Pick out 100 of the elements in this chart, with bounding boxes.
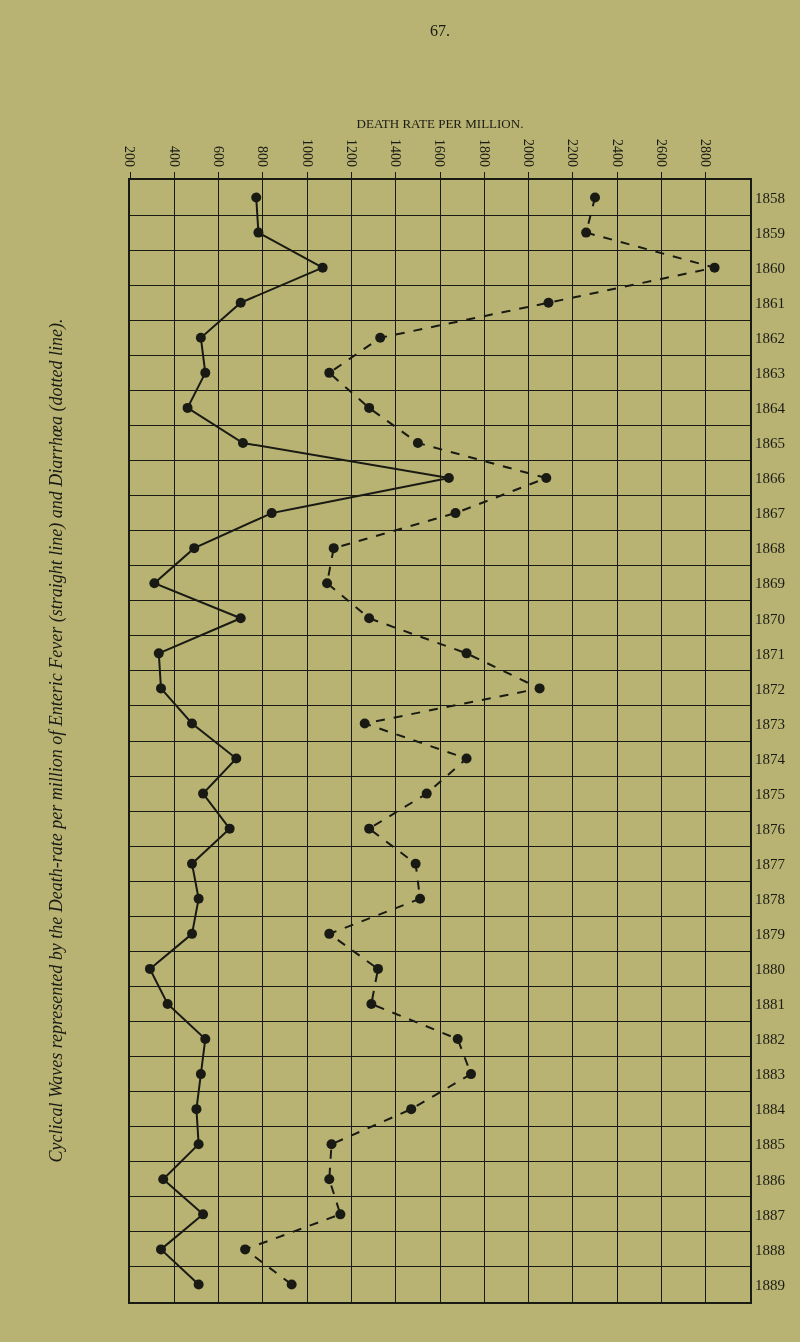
text: Cyclical Waves represented by the Death-rate per million of Enteric Fever (straight line) and Diarrhœa (dotted line). xyxy=(45,318,67,1163)
point xyxy=(328,543,339,554)
point xyxy=(193,1139,204,1150)
x-tick-label: 1200 xyxy=(343,139,359,168)
point xyxy=(541,473,552,484)
y-tick-label: 1872 xyxy=(755,680,785,697)
point xyxy=(421,788,432,799)
point xyxy=(189,543,200,554)
y-tick-label: 1886 xyxy=(755,1171,786,1188)
y-tick-label: 1880 xyxy=(755,961,785,978)
point xyxy=(182,402,193,413)
point xyxy=(237,437,248,448)
point xyxy=(450,508,461,519)
point xyxy=(191,1104,202,1115)
y-tick-label: 1863 xyxy=(755,365,785,382)
y-tick-label: 1888 xyxy=(755,1241,785,1258)
point xyxy=(193,1279,204,1290)
y-tick-label: 1871 xyxy=(755,645,785,662)
point xyxy=(415,893,426,904)
point xyxy=(364,613,375,624)
point xyxy=(153,648,164,659)
x-tick-label: 2000 xyxy=(521,139,537,168)
x-tick-label: 800 xyxy=(255,146,271,168)
point xyxy=(317,262,328,273)
y-tick-label: 1870 xyxy=(755,610,785,627)
point xyxy=(193,893,204,904)
x-tick-label: 1800 xyxy=(476,139,492,168)
point xyxy=(324,928,335,939)
point xyxy=(156,1244,166,1255)
point xyxy=(224,823,235,834)
point xyxy=(158,1174,169,1185)
y-tick-label: 1887 xyxy=(755,1206,786,1223)
y-tick-label: 1879 xyxy=(755,926,785,943)
y-tick-label: 1874 xyxy=(755,750,786,767)
x-axis-title: DEATH RATE PER MILLION. xyxy=(356,115,524,131)
point xyxy=(373,963,383,974)
y-tick-label: 1882 xyxy=(755,1031,785,1048)
point xyxy=(364,402,375,413)
point xyxy=(543,297,554,308)
point xyxy=(443,473,454,484)
point xyxy=(410,858,421,869)
y-tick-label: 1876 xyxy=(755,820,786,837)
x-tick-label: 1000 xyxy=(299,139,315,168)
x-tick-label: 2800 xyxy=(698,139,714,168)
point xyxy=(466,1069,476,1080)
x-tick-label: 400 xyxy=(166,146,182,168)
y-tick-label: 1861 xyxy=(755,294,785,311)
point xyxy=(235,297,246,308)
y-tick-label: 1881 xyxy=(755,996,785,1013)
point xyxy=(286,1279,297,1290)
point xyxy=(324,367,335,378)
point xyxy=(187,858,197,869)
point xyxy=(461,753,472,764)
point xyxy=(322,578,333,589)
y-tick-label: 1858 xyxy=(755,189,785,206)
point xyxy=(187,718,197,729)
y-tick-label: 1865 xyxy=(755,435,785,452)
point xyxy=(375,332,386,343)
point xyxy=(364,823,375,834)
point xyxy=(240,1244,251,1255)
point xyxy=(412,437,423,448)
point xyxy=(452,1034,463,1045)
y-tick-label: 1873 xyxy=(755,715,785,732)
point xyxy=(335,1209,346,1220)
y-tick-label: 1864 xyxy=(755,400,786,417)
point xyxy=(144,963,155,974)
point xyxy=(200,367,211,378)
y-tick-label: 1868 xyxy=(755,540,785,557)
point xyxy=(195,332,206,343)
x-tick-label: 1600 xyxy=(432,139,448,168)
point xyxy=(534,683,545,694)
y-tick-label: 1875 xyxy=(755,785,785,802)
point xyxy=(461,648,472,659)
point xyxy=(156,683,166,694)
point xyxy=(406,1104,417,1115)
y-tick-label: 1867 xyxy=(755,505,786,522)
text: 67. xyxy=(430,22,450,39)
point xyxy=(149,578,160,589)
point xyxy=(366,998,377,1009)
x-tick-label: 1400 xyxy=(388,139,404,168)
point xyxy=(198,1209,209,1220)
x-tick-label: 200 xyxy=(122,146,138,168)
point xyxy=(253,227,264,238)
y-tick-label: 1884 xyxy=(755,1101,786,1118)
point xyxy=(200,1034,211,1045)
x-tick-label: 2600 xyxy=(653,139,669,168)
point xyxy=(235,613,246,624)
point xyxy=(198,788,209,799)
point xyxy=(231,753,242,764)
y-tick-label: 1866 xyxy=(755,470,786,487)
y-tick-label: 1860 xyxy=(755,259,785,276)
point xyxy=(195,1069,206,1080)
point xyxy=(187,928,197,939)
point xyxy=(162,998,173,1009)
point xyxy=(324,1174,335,1185)
x-tick-label: 2200 xyxy=(565,139,581,168)
point xyxy=(581,227,592,238)
y-tick-label: 1859 xyxy=(755,224,785,241)
y-tick-label: 1869 xyxy=(755,575,785,592)
y-tick-label: 1878 xyxy=(755,891,785,908)
